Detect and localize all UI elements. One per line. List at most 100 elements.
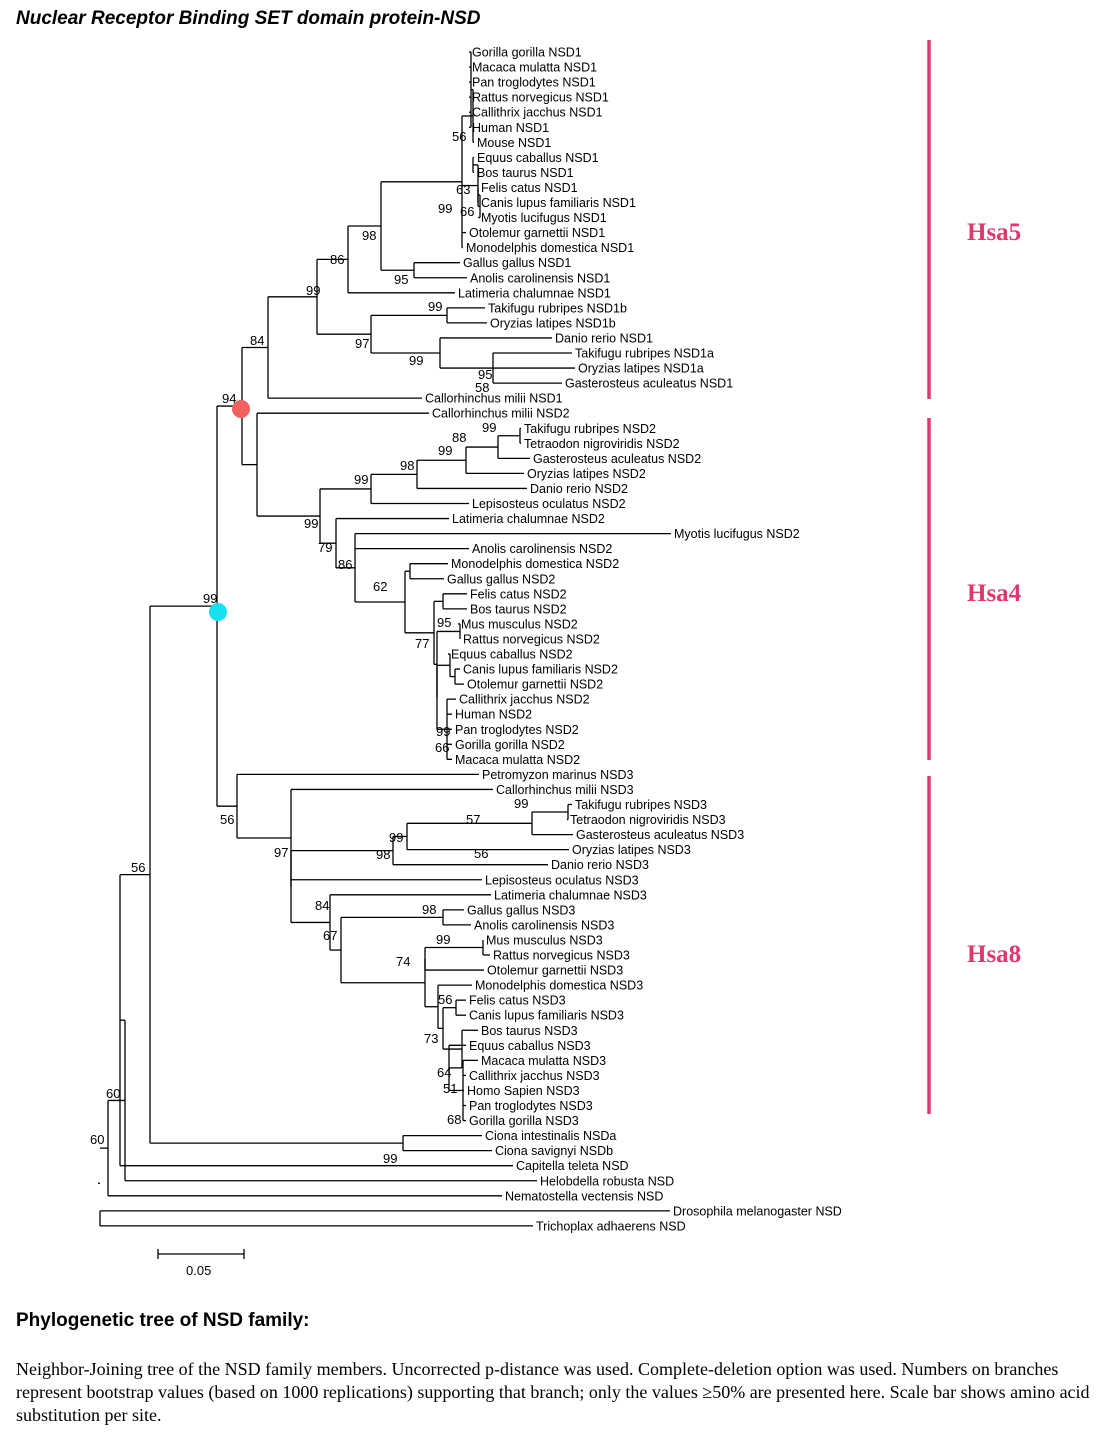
bootstrap-value: 62 bbox=[373, 579, 387, 594]
bootstrap-value: 56 bbox=[438, 992, 452, 1007]
duplication-node-cyan bbox=[209, 603, 227, 621]
leaf-label: Ciona savignyi NSDb bbox=[495, 1144, 613, 1158]
leaf-label: Gasterosteus aculeatus NSD3 bbox=[576, 828, 744, 842]
bootstrap-value: 99 bbox=[514, 796, 528, 811]
leaf-label: Anolis carolinensis NSD1 bbox=[470, 271, 610, 285]
leaf-label: Danio rerio NSD2 bbox=[530, 482, 628, 496]
bootstrap-value: 60 bbox=[106, 1086, 120, 1101]
leaf-label: Gasterosteus aculeatus NSD2 bbox=[533, 452, 701, 466]
leaf-label: Otolemur garnettii NSD1 bbox=[469, 226, 605, 240]
leaf-label: Lepisosteus oculatus NSD2 bbox=[472, 497, 626, 511]
bootstrap-value: 99 bbox=[203, 591, 217, 606]
leaf-label: Latimeria chalumnae NSD1 bbox=[458, 286, 611, 300]
leaf-label: Gorilla gorilla NSD1 bbox=[472, 46, 582, 60]
leaf-label: Bos taurus NSD2 bbox=[470, 602, 567, 616]
leaf-label: Monodelphis domestica NSD1 bbox=[466, 241, 634, 255]
leaf-label: Macaca mulatta NSD1 bbox=[472, 61, 597, 75]
leaf-label: Trichoplax adhaerens NSD bbox=[536, 1219, 686, 1233]
leaf-label: Oryzias latipes NSD1a bbox=[578, 362, 704, 376]
leaf-label: Petromyzon marinus NSD3 bbox=[482, 768, 633, 782]
leaf-label: Mouse NSD1 bbox=[477, 136, 551, 150]
caption-body: Neighbor-Joining tree of the NSD family … bbox=[16, 1359, 1090, 1425]
leaf-label: Danio rerio NSD1 bbox=[555, 331, 653, 345]
leaf-label: Rattus norvegicus NSD3 bbox=[493, 949, 630, 963]
bootstrap-value: 97 bbox=[355, 336, 369, 351]
leaf-label: Macaca mulatta NSD3 bbox=[481, 1054, 606, 1068]
leaf-label: Otolemur garnettii NSD2 bbox=[467, 678, 603, 692]
leaf-label: Canis lupus familiaris NSD3 bbox=[469, 1009, 624, 1023]
bootstrap-value: 84 bbox=[315, 898, 329, 913]
leaf-label: Rattus norvegicus NSD2 bbox=[463, 632, 600, 646]
leaf-label: Felis catus NSD3 bbox=[469, 994, 566, 1008]
bootstrap-value: 88 bbox=[452, 430, 466, 445]
bootstrap-value: 66 bbox=[460, 204, 474, 219]
bootstrap-value: 99 bbox=[436, 724, 450, 739]
bootstrap-value: 99 bbox=[438, 443, 452, 458]
bootstrap-value: 79 bbox=[318, 540, 332, 555]
leaf-label: Tetraodon nigroviridis NSD2 bbox=[524, 437, 680, 451]
bootstrap-value: 94 bbox=[222, 391, 236, 406]
leaf-label: Takifugu rubripes NSD2 bbox=[524, 422, 656, 436]
figure-title: Nuclear Receptor Binding SET domain prot… bbox=[16, 8, 481, 29]
highlight-nodes bbox=[209, 400, 250, 621]
bootstrap-value: 98 bbox=[376, 847, 390, 862]
leaf-label: Tetraodon nigroviridis NSD3 bbox=[570, 813, 726, 827]
leaf-label: Drosophila melanogaster NSD bbox=[673, 1204, 842, 1218]
leaf-label: Gallus gallus NSD2 bbox=[447, 572, 555, 586]
bootstrap-value: 84 bbox=[250, 333, 264, 348]
leaf-label: Capitella teleta NSD bbox=[516, 1159, 629, 1173]
bootstrap-value: 56 bbox=[131, 860, 145, 875]
leaf-label: Homo Sapien NSD3 bbox=[467, 1084, 580, 1098]
bootstrap-value: 86 bbox=[338, 557, 352, 572]
bootstrap-value: 98 bbox=[400, 458, 414, 473]
leaf-label: Helobdella robusta NSD bbox=[540, 1174, 674, 1188]
bootstrap-value: 99 bbox=[383, 1151, 397, 1166]
bootstrap-value: 99 bbox=[306, 283, 320, 298]
bootstrap-value: 77 bbox=[415, 636, 429, 651]
duplication-node-red bbox=[232, 400, 250, 418]
bootstrap-value: 56 bbox=[474, 846, 488, 861]
leaf-label: Oryzias latipes NSD1b bbox=[490, 316, 616, 330]
bootstrap-value: 67 bbox=[323, 928, 337, 943]
leaf-label: Gorilla gorilla NSD3 bbox=[469, 1114, 579, 1128]
bootstrap-value: 99 bbox=[482, 420, 496, 435]
leaf-label: Canis lupus familiaris NSD1 bbox=[481, 196, 636, 210]
leaf-label: Mus musculus NSD3 bbox=[486, 933, 603, 947]
leaf-label: Rattus norvegicus NSD1 bbox=[472, 91, 609, 105]
bootstrap-value: 56 bbox=[452, 129, 466, 144]
leaf-label: Equus caballus NSD1 bbox=[477, 151, 599, 165]
caption-heading: Phylogenetic tree of NSD family: bbox=[16, 1310, 310, 1331]
bootstrap-value: 98 bbox=[422, 902, 436, 917]
leaf-label: Myotis lucifugus NSD1 bbox=[481, 211, 607, 225]
leaf-label: Gallus gallus NSD1 bbox=[463, 256, 571, 270]
leaf-label: Gorilla gorilla NSD2 bbox=[455, 738, 565, 752]
leaf-label: Otolemur garnettii NSD3 bbox=[487, 964, 623, 978]
bootstrap-value: 51 bbox=[443, 1081, 457, 1096]
leaf-label: Pan troglodytes NSD2 bbox=[455, 723, 579, 737]
leaf-label: Human NSD1 bbox=[472, 121, 549, 135]
bootstrap-value: 68 bbox=[447, 1112, 461, 1127]
leaf-label: Human NSD2 bbox=[455, 708, 532, 722]
leaf-label: Takifugu rubripes NSD1b bbox=[488, 301, 627, 315]
group-bars: Hsa5 Hsa4 Hsa8 bbox=[927, 40, 1022, 1114]
leaf-label: Monodelphis domestica NSD3 bbox=[475, 979, 643, 993]
bootstrap-value: 99 bbox=[438, 201, 452, 216]
leaf-label: Callorhinchus milii NSD2 bbox=[432, 407, 570, 421]
bootstrap-value: 64 bbox=[437, 1065, 451, 1080]
leaf-label: Callorhinchus milii NSD1 bbox=[425, 392, 563, 406]
scale-bar-label: 0.05 bbox=[186, 1263, 211, 1278]
leaf-label: Macaca mulatta NSD2 bbox=[455, 753, 580, 767]
leaf-label: Equus caballus NSD2 bbox=[451, 648, 573, 662]
leaf-label: Bos taurus NSD3 bbox=[481, 1024, 578, 1038]
bootstrap-value: 86 bbox=[330, 252, 344, 267]
bootstrap-value: 97 bbox=[274, 845, 288, 860]
bootstrap-value: 95 bbox=[394, 272, 408, 287]
leaf-label: Gasterosteus aculeatus NSD1 bbox=[565, 377, 733, 391]
leaf-label: Canis lupus familiaris NSD2 bbox=[463, 663, 618, 677]
leaf-label: Myotis lucifugus NSD2 bbox=[674, 527, 800, 541]
leaf-label: Takifugu rubripes NSD3 bbox=[575, 798, 707, 812]
bootstrap-value: 99 bbox=[389, 830, 403, 845]
leaf-label: Bos taurus NSD1 bbox=[477, 166, 574, 180]
